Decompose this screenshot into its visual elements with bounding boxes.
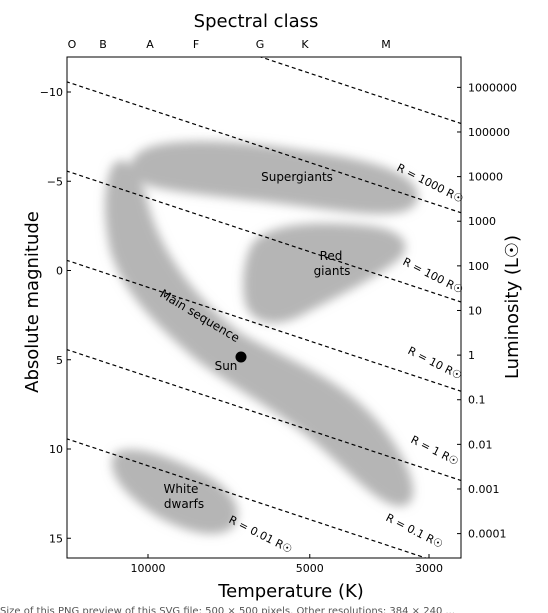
y-left-tick-label-5: 15 <box>49 532 63 545</box>
chart-title: Spectral class <box>194 11 319 32</box>
y-right-tick-label-10: 0.0001 <box>468 528 507 541</box>
x-tick-label-2: 3000 <box>415 562 443 575</box>
spectral-class-A: A <box>146 38 154 51</box>
white-dwarfs-label-line1: White <box>164 482 199 496</box>
main-sequence-region <box>105 160 414 507</box>
y-left-tick-label-1: −5 <box>47 175 63 188</box>
y-left-tick-label-3: 5 <box>56 354 63 367</box>
red-giants-region <box>243 223 406 323</box>
red-giants-label-line2: giants <box>314 264 351 278</box>
white-dwarfs-label-line2: dwarfs <box>164 497 204 511</box>
y-right-tick-label-1: 100000 <box>468 126 510 139</box>
y-right-tick-label-3: 1000 <box>468 215 496 228</box>
spectral-class-G: G <box>256 38 265 51</box>
y-left-tick-label-4: 10 <box>49 443 63 456</box>
y-left-tick-label-0: −10 <box>40 86 63 99</box>
sun-label: Sun <box>215 359 238 373</box>
spectral-class-B: B <box>99 38 107 51</box>
spectral-class-M: M <box>381 38 391 51</box>
y-left-tick-label-2: 0 <box>56 265 63 278</box>
y-right-tick-label-8: 0.01 <box>468 438 493 451</box>
star-regions <box>105 141 419 534</box>
y-right-tick-label-0: 1000000 <box>468 81 517 94</box>
radius-label-1: R = 1 R☉ <box>409 433 461 468</box>
axis-ticks <box>67 86 461 558</box>
supergiants-region <box>131 141 419 214</box>
top-crop-strip <box>0 0 548 4</box>
y-right-tick-label-2: 10000 <box>468 171 503 184</box>
radius-label-10: R = 10 R☉ <box>406 344 464 382</box>
sun-point <box>235 351 247 363</box>
y-right-tick-label-7: 0.1 <box>468 394 486 407</box>
page-caption: Size of this PNG preview of this SVG fil… <box>0 606 456 613</box>
spectral-class-K: K <box>301 38 309 51</box>
y-axis-right-label: Luminosity (L☉) <box>502 235 523 379</box>
y-right-tick-label-9: 0.001 <box>468 483 500 496</box>
y-right-tick-labels: 1000000 100000 10000 1000 100 10 1 0.1 0.01 0.001… <box>468 81 517 540</box>
spectral-class-O: O <box>68 38 77 51</box>
y-right-tick-label-6: 1 <box>468 349 475 362</box>
plot-frame <box>66 56 462 559</box>
spectral-class-F: F <box>193 38 199 51</box>
red-giants-label-line1: Red <box>320 249 343 263</box>
x-tick-label-0: 10000 <box>131 562 166 575</box>
x-axis-label: Temperature (K) <box>217 581 364 602</box>
y-axis-left-label: Absolute magnitude <box>22 211 43 393</box>
x-tick-label-1: 5000 <box>296 562 324 575</box>
y-right-tick-label-5: 10 <box>468 304 482 317</box>
radius-label-0-01: R = 0.01 R☉ <box>227 513 295 556</box>
y-left-tick-labels: −10 −5 0 5 10 15 <box>40 86 63 545</box>
radius-line-5 <box>67 438 428 558</box>
supergiants-label: Supergiants <box>261 170 333 184</box>
y-right-tick-label-4: 100 <box>468 260 489 273</box>
white-dwarfs-region <box>111 449 238 534</box>
radius-label-0-1: R = 0.1 R☉ <box>384 511 445 551</box>
x-tick-labels: 10000 5000 3000 <box>131 562 444 575</box>
radius-label-100: R = 100 R☉ <box>401 255 466 296</box>
radius-line-1 <box>67 81 461 214</box>
